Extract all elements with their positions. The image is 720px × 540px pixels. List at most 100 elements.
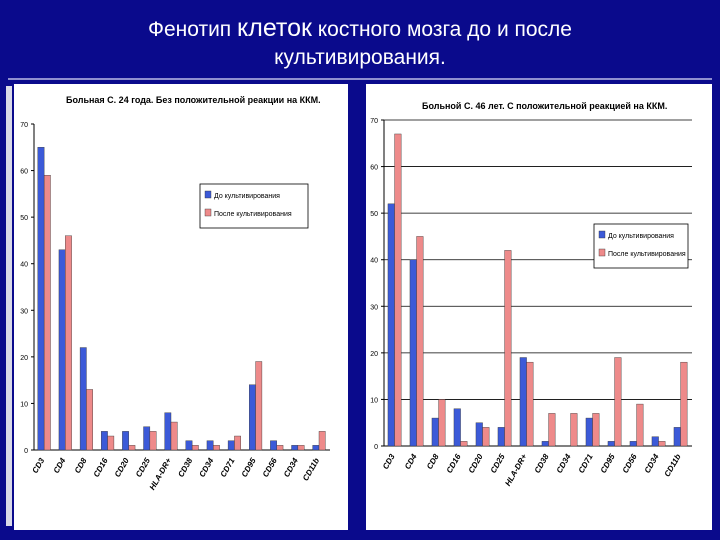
- bar-before: [227, 440, 235, 451]
- x-tick-label: CD4: [403, 452, 419, 471]
- chart-left: Больная С. 24 года. Без положительной ре…: [20, 95, 330, 492]
- y-tick-label: 0: [24, 448, 28, 455]
- x-tick-label: CD71: [219, 456, 237, 479]
- bar-after: [234, 435, 241, 451]
- y-tick-label: 0: [374, 444, 378, 451]
- bar-before: [58, 249, 66, 451]
- bar-after: [592, 413, 600, 447]
- bar-before: [519, 357, 527, 447]
- legend-swatch: [204, 208, 212, 217]
- chart-panel-right: Больной С. 46 лет. С положительной реакц…: [366, 84, 712, 530]
- x-tick-label: HLA-DR+: [503, 452, 529, 487]
- chart-panel-left: Больная С. 24 года. Без положительной ре…: [14, 84, 348, 530]
- legend-box: [199, 183, 309, 229]
- x-tick-label: CD25: [489, 452, 507, 475]
- bar-before: [585, 417, 593, 447]
- bar-after: [548, 413, 556, 447]
- x-tick-label: CD3: [31, 456, 47, 475]
- x-tick-label: CD16: [92, 456, 110, 479]
- slide-title-line1: Фенотип клеток костного мозга до и после: [0, 14, 720, 44]
- bar-before: [673, 427, 681, 447]
- title-divider: [8, 78, 712, 80]
- y-tick-label: 70: [20, 122, 28, 129]
- y-tick-label: 50: [20, 215, 28, 222]
- bar-before: [387, 203, 395, 447]
- y-tick-label: 30: [370, 304, 378, 311]
- bar-after: [614, 357, 622, 447]
- bar-after: [128, 445, 136, 451]
- bar-after: [394, 133, 402, 447]
- bar-before: [607, 441, 615, 447]
- bar-before: [497, 427, 505, 447]
- chart-title: Больной С. 46 лет. С положительной реакц…: [422, 101, 667, 111]
- y-tick-label: 10: [370, 397, 378, 404]
- x-tick-label: CD20: [467, 452, 485, 475]
- bar-after: [191, 445, 199, 451]
- legend-swatch: [598, 230, 606, 239]
- title-text-emphasis: клеток: [237, 14, 312, 42]
- x-tick-label: CD56: [261, 456, 279, 479]
- chart-title: Больная С. 24 года. Без положительной ре…: [66, 95, 321, 105]
- x-tick-label: CD4: [52, 456, 68, 475]
- y-tick-label: 60: [20, 169, 28, 176]
- bar-after: [318, 431, 326, 451]
- y-tick-label: 50: [370, 211, 378, 218]
- y-tick-label: 20: [370, 351, 378, 358]
- slide-title-line2: культивирования.: [274, 46, 446, 69]
- legend-label: До культивирования: [214, 193, 280, 200]
- bar-after: [416, 236, 424, 447]
- bar-before: [164, 412, 172, 451]
- bar-before: [122, 431, 129, 451]
- bar-before: [101, 431, 108, 451]
- bar-after: [680, 361, 688, 447]
- x-tick-label: CD8: [425, 452, 441, 471]
- bar-before: [270, 440, 277, 451]
- bar-after: [65, 235, 72, 451]
- legend-swatch: [598, 248, 606, 257]
- bar-before: [37, 147, 45, 451]
- bar-after: [526, 361, 534, 447]
- bar-after: [504, 250, 512, 447]
- bar-after: [658, 441, 666, 447]
- bar-before: [629, 441, 637, 447]
- bar-before: [206, 440, 214, 451]
- title-text-part1: Фенотип: [148, 18, 238, 41]
- y-tick-label: 20: [20, 355, 28, 362]
- bar-after: [570, 413, 578, 447]
- x-tick-label: CD95: [599, 452, 617, 475]
- legend-label: После культивирования: [608, 251, 686, 258]
- bar-before: [431, 417, 439, 447]
- bar-before: [291, 445, 299, 451]
- bar-after: [482, 427, 490, 447]
- x-tick-label: CD11b: [663, 452, 683, 478]
- bar-after: [297, 445, 305, 451]
- bar-before: [312, 445, 320, 451]
- legend-box: [593, 223, 689, 269]
- x-tick-label: CD11b: [301, 456, 321, 482]
- x-tick-label: CD56: [621, 452, 639, 475]
- y-tick-label: 60: [370, 165, 378, 172]
- y-tick-label: 30: [20, 308, 28, 315]
- bar-before: [79, 347, 87, 451]
- x-tick-label: CD8: [73, 456, 89, 475]
- bar-after: [43, 175, 51, 451]
- bar-after: [255, 361, 263, 451]
- x-tick-label: CD95: [240, 456, 258, 479]
- legend-swatch: [204, 190, 212, 199]
- bar-before: [651, 436, 659, 447]
- bar-after: [438, 399, 446, 447]
- x-tick-label: CD34: [643, 452, 661, 475]
- x-tick-label: CD3: [381, 452, 397, 471]
- bar-before: [249, 384, 256, 451]
- bar-after: [86, 389, 93, 451]
- bar-after: [107, 435, 115, 451]
- legend-label: После культивирования: [214, 211, 292, 218]
- title-text-part2: костного мозга до и после: [311, 18, 572, 41]
- bar-before: [185, 440, 193, 451]
- bar-after: [460, 441, 468, 447]
- bar-before: [475, 422, 483, 447]
- bar-before: [453, 408, 461, 447]
- bar-after: [276, 445, 284, 451]
- y-tick-label: 40: [370, 258, 378, 265]
- x-tick-label: CD38: [176, 456, 194, 479]
